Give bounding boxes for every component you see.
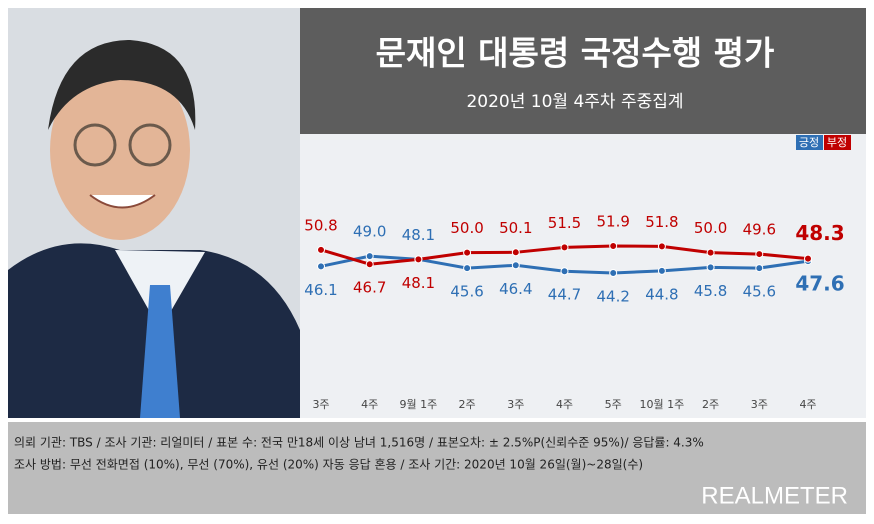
legend-label: 긍정 [799,136,819,149]
value-label: 50.0 [694,219,727,237]
point [609,269,618,277]
value-label: 47.6 [795,272,844,296]
point [657,266,666,275]
value-label: 48.1 [402,274,435,292]
value-label: 51.8 [645,213,678,231]
value-label: 44.7 [548,286,581,304]
point [755,264,764,273]
x-tick-label: 9월 1주 [400,398,438,411]
point [706,263,715,272]
portrait [8,8,300,418]
value-label: 44.2 [596,288,629,306]
value-label: 49.6 [743,221,776,239]
x-tick-label: 4주 [799,398,816,411]
value-label: 46.7 [353,279,386,297]
point [463,248,472,257]
value-label: 46.4 [499,280,532,298]
point [560,267,569,276]
value-label: 50.1 [499,219,532,237]
x-tick-label: 5주 [605,398,622,411]
value-label: 48.1 [402,226,435,244]
footer-band [8,422,866,514]
x-tick-label: 3주 [507,398,524,411]
point [511,261,520,270]
value-label: 45.8 [694,282,727,300]
x-tick-label: 3주 [751,398,768,411]
point [463,264,472,273]
brand: REALMETER [701,482,848,509]
x-tick-label: 10월 1주 [640,398,685,411]
value-label: 51.9 [596,213,629,231]
point [706,248,715,257]
value-label: 48.3 [795,221,844,245]
point [560,243,569,252]
x-tick-label: 4주 [361,398,378,411]
point [609,242,618,250]
x-tick-label: 4주 [556,398,573,411]
point [317,245,325,254]
x-tick-label: 3주 [312,398,329,411]
footer-line: 의뢰 기관: TBS / 조사 기관: 리얼미터 / 표본 수: 전국 만18세… [14,436,704,450]
value-label: 46.1 [304,281,337,299]
legend-swatch [796,135,823,150]
value-label: 51.5 [548,214,581,232]
footer-line: 조사 방법: 무선 전화면접 (10%), 무선 (70%), 유선 (20%)… [14,458,643,472]
point [804,254,812,263]
legend-swatch [824,135,851,150]
point [755,250,764,259]
point [511,248,520,257]
value-label: 50.8 [304,216,337,234]
value-label: 44.8 [645,285,678,303]
point [365,260,374,269]
point [414,255,423,264]
x-tick-label: 2주 [702,398,719,411]
value-label: 50.0 [450,219,483,237]
chart-title: 문재인 대통령 국정수행 평가 [376,34,775,73]
value-label: 45.6 [743,283,776,301]
point [365,252,374,261]
x-tick-label: 2주 [459,398,476,411]
value-label: 45.6 [450,283,483,301]
point [657,242,666,251]
value-label: 49.0 [353,223,386,241]
point [317,262,325,271]
legend-label: 부정 [827,136,847,149]
chart-subtitle: 2020년 10월 4주차 주중집계 [466,92,683,112]
